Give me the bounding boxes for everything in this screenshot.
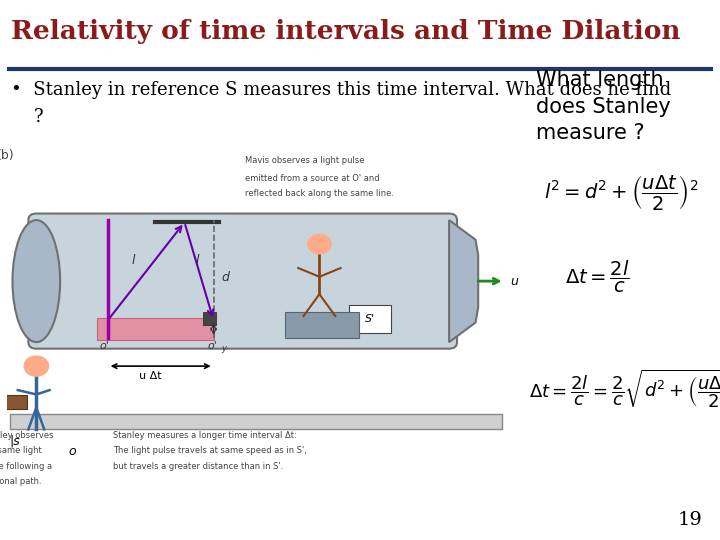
FancyBboxPatch shape xyxy=(348,305,391,333)
Text: ?: ? xyxy=(11,108,43,126)
Text: S': S' xyxy=(364,314,375,324)
Text: o': o' xyxy=(100,341,109,350)
Text: d: d xyxy=(222,271,230,284)
Text: o: o xyxy=(68,446,76,458)
Text: |s: |s xyxy=(10,435,21,448)
Text: Stanley observes: Stanley observes xyxy=(0,431,53,440)
Text: y: y xyxy=(222,344,227,353)
Text: diagonal path.: diagonal path. xyxy=(0,477,41,486)
FancyBboxPatch shape xyxy=(6,395,27,409)
Text: $\Delta t = \dfrac{2l}{c} = \dfrac{2}{c}\sqrt{d^2 + \left(\dfrac{u\Delta t}{2}\r: $\Delta t = \dfrac{2l}{c} = \dfrac{2}{c}… xyxy=(529,367,720,410)
Text: pulse following a: pulse following a xyxy=(0,462,52,470)
Text: the same light: the same light xyxy=(0,446,42,455)
Text: $l^2 = d^2 + \left(\dfrac{u\Delta t}{2}\right)^2$: $l^2 = d^2 + \left(\dfrac{u\Delta t}{2}\… xyxy=(544,173,698,212)
FancyBboxPatch shape xyxy=(10,414,502,429)
Text: •  Stanley in reference S measures this time interval. What does he find: • Stanley in reference S measures this t… xyxy=(11,81,671,99)
Text: but travels a greater distance than in S'.: but travels a greater distance than in S… xyxy=(113,462,283,470)
Text: o': o' xyxy=(207,341,217,350)
Text: (b): (b) xyxy=(0,149,14,162)
Text: emitted from a source at O' and: emitted from a source at O' and xyxy=(246,174,380,183)
Text: l: l xyxy=(195,254,199,267)
FancyBboxPatch shape xyxy=(285,312,359,338)
Polygon shape xyxy=(449,220,478,342)
Text: reflected back along the same line.: reflected back along the same line. xyxy=(246,189,395,198)
FancyBboxPatch shape xyxy=(28,213,457,349)
Text: 19: 19 xyxy=(677,511,702,529)
Text: Stanley measures a longer time interval Δt:: Stanley measures a longer time interval … xyxy=(113,431,297,440)
FancyBboxPatch shape xyxy=(203,312,216,325)
Text: The light pulse travels at same speed as in S',: The light pulse travels at same speed as… xyxy=(113,446,307,455)
Text: u Δt: u Δt xyxy=(139,371,161,381)
Text: Mavis observes a light pulse: Mavis observes a light pulse xyxy=(246,157,365,165)
Text: u: u xyxy=(510,275,518,288)
Text: $\Delta t = \dfrac{2l}{c}$: $\Delta t = \dfrac{2l}{c}$ xyxy=(565,259,630,295)
Text: Relativity of time intervals and Time Dilation: Relativity of time intervals and Time Di… xyxy=(11,19,680,44)
Ellipse shape xyxy=(12,220,60,342)
FancyBboxPatch shape xyxy=(97,318,214,340)
Circle shape xyxy=(307,234,331,254)
Circle shape xyxy=(24,356,48,376)
Text: l: l xyxy=(132,254,135,267)
Text: What length
does Stanley
measure ?: What length does Stanley measure ? xyxy=(536,70,671,143)
